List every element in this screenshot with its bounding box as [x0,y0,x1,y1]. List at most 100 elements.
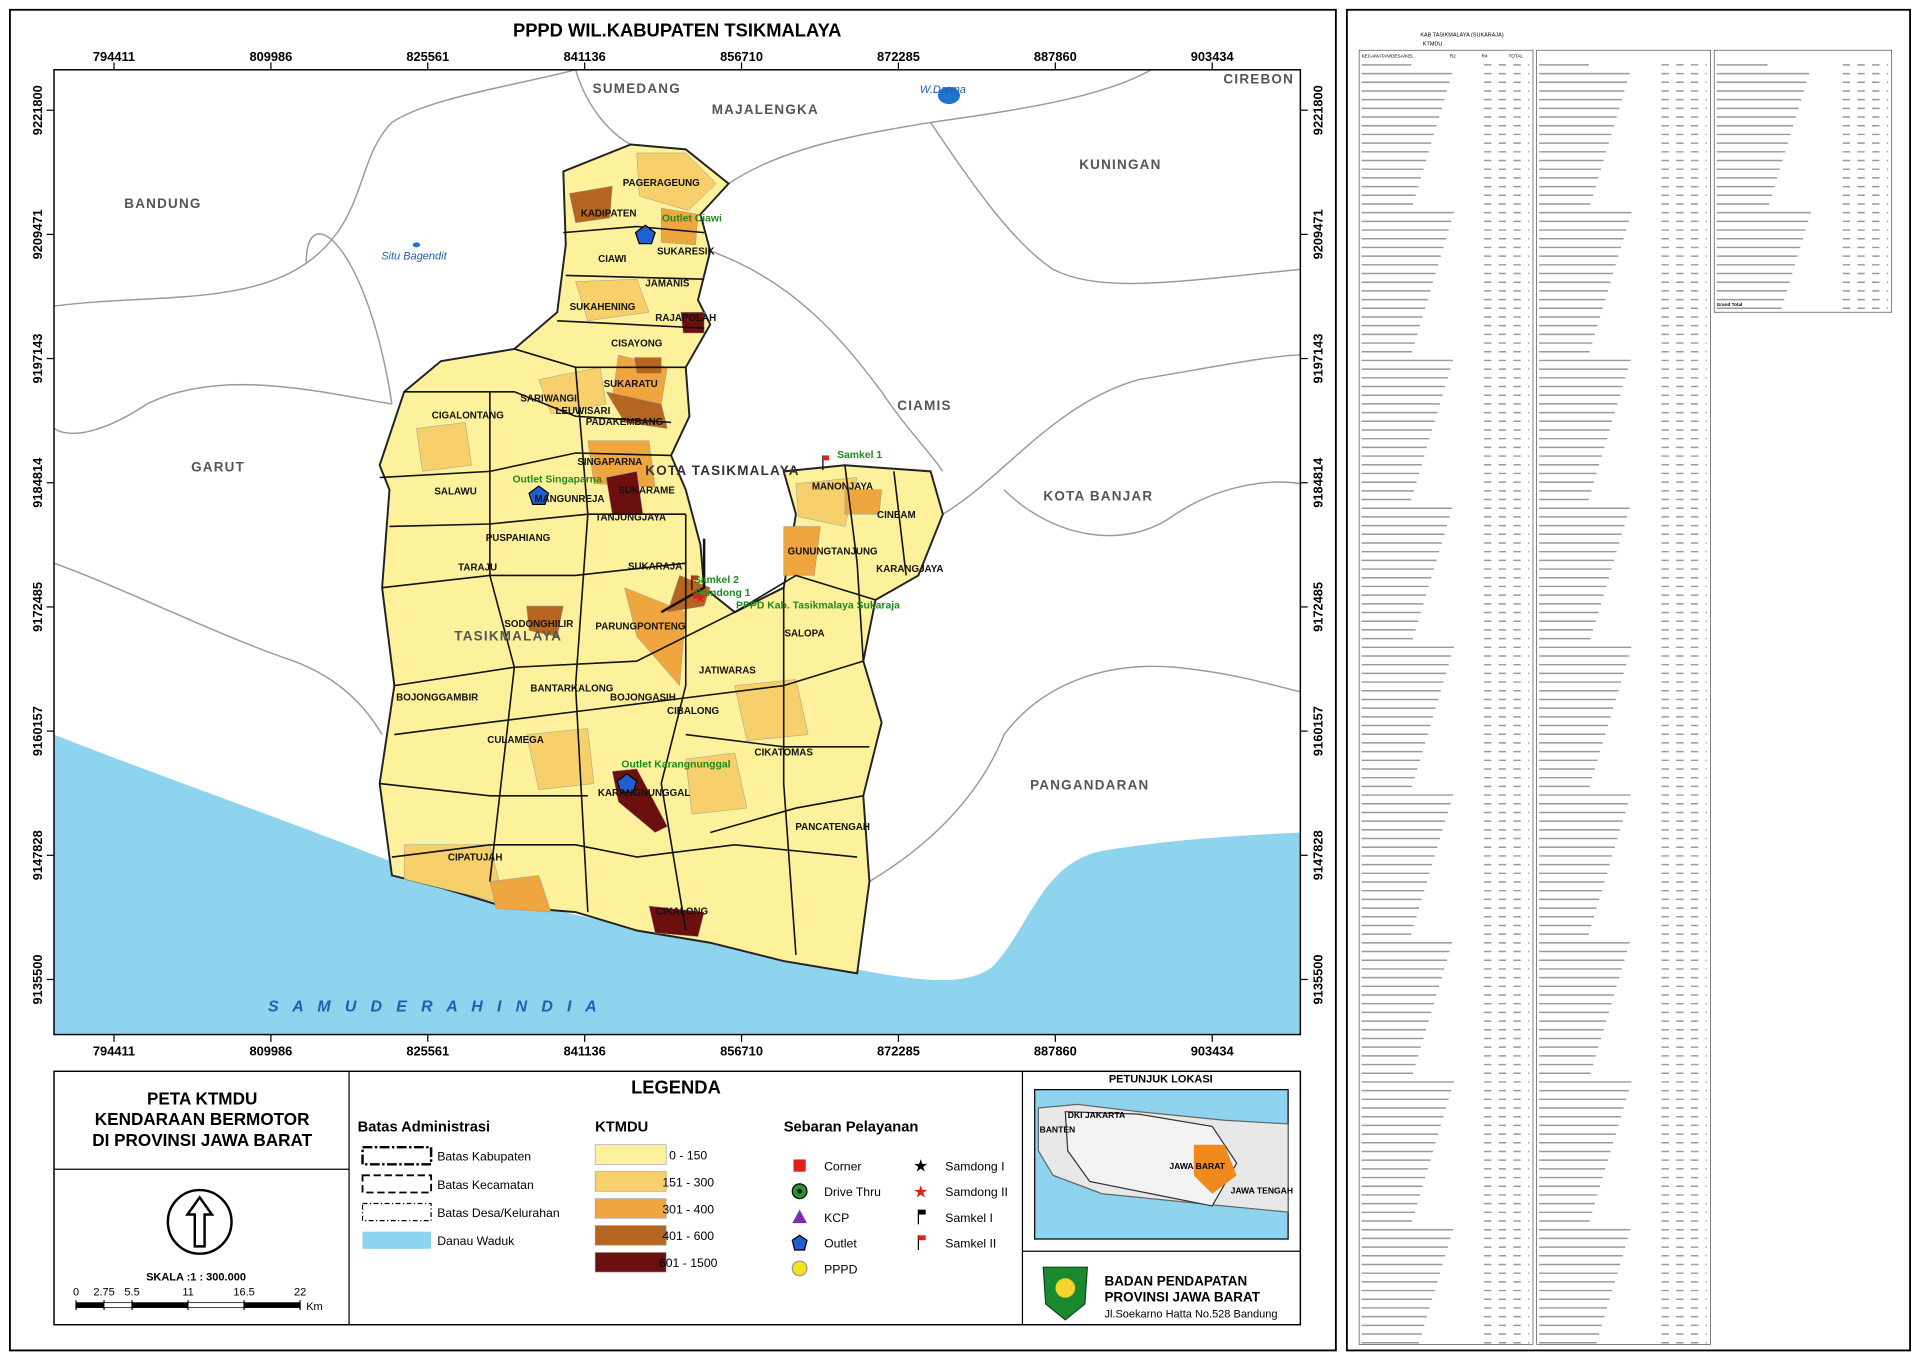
region-label: KUNINGAN [1079,157,1161,172]
region-label: SUMEDANG [593,81,681,96]
y-coord-label: 9147828 [1310,830,1325,880]
kecamatan-label: KARANGNUNGGAL [598,788,690,799]
kecamatan-label: PUSPAHIANG [486,533,551,544]
reservoir [937,86,960,105]
ktmdu-patch [416,422,472,472]
sea-label: S A M U D E R A H I N D I A [268,998,601,1015]
y-coord-label: 9147828 [30,830,45,880]
right-frame [1345,8,1911,1352]
legend-symbol [793,1159,806,1172]
legend-item: PPPD [824,1262,857,1276]
table-header: R4 [1482,54,1488,59]
kecamatan-label: SALAWU [434,487,476,498]
x-coord-label: 872285 [877,1043,920,1058]
table-header: KECAMATAN/DESA/KEL [1362,54,1415,59]
table-column [1536,49,1711,1345]
legend-item: 0 - 150 [669,1148,707,1162]
legend-swatch [594,1144,667,1165]
kecamatan-label: SUKARAJA [628,561,682,572]
legend-item: Batas Kabupaten [437,1150,531,1164]
scale-tick-label: 11 [182,1286,193,1298]
ktmdu-patch [648,905,705,937]
region-label: CIREBON [1223,71,1294,86]
kecamatan-label: KARANGJAYA [876,564,943,575]
kecamatan-label: SINGAPARNA [577,457,642,468]
region-label: KOTA BANJAR [1043,489,1153,504]
kecamatan-label: KADIPATEN [581,209,637,220]
kecamatan-label: CIKATOMAS [755,747,814,758]
region-label: MAJALENGKA [712,102,819,117]
legend-symbol-group [791,1260,808,1277]
service-label: Outlet Karangnunggal [621,760,730,771]
x-coord-label: 903434 [1191,49,1235,64]
y-coord-label: 9160157 [30,706,45,756]
legend-item: 151 - 300 [662,1175,714,1189]
y-coord-label: 9221800 [30,85,45,135]
agency-line: Jl.Soekarno Hatta No.528 Bandung [1104,1308,1277,1320]
y-coord-label: 9209471 [1310,209,1325,259]
legend-swatch [594,1198,667,1219]
kecamatan-label: SUKARESIK [657,247,715,258]
legend-symbol [792,1209,807,1224]
x-coord-label: 856710 [720,49,763,64]
kecamatan-label: CIAWI [598,254,627,265]
scale-segment [131,1302,189,1308]
kecamatan-label: PARUNGPONTENG [595,621,685,632]
kecamatan-label: BOJONGGAMBIR [396,692,478,703]
legend-item: Outlet [824,1237,857,1251]
kecamatan-label: SODONGHILIR [504,619,573,630]
kecamatan-label: PADAKEMBANG [586,417,664,428]
table-header: TOTAL [1508,54,1523,59]
service-label: Samkel 1 [837,450,882,461]
ktmdu-patch [624,587,687,687]
service-label: Outlet Ciawi [662,214,722,225]
legend-title: LEGENDA [631,1076,721,1097]
kecamatan-label: MANONJAYA [812,482,873,493]
region-label: GARUT [191,459,245,474]
table-title: KAB TASIKMALAYA (SUKARAJA) [1420,33,1504,39]
kota-boundary [660,538,706,614]
legend-symbol [791,1260,808,1277]
kecamatan-label: BOJONGASIH [610,692,676,703]
inset-label: JAWA TENGAH [1231,1186,1293,1196]
legend-symbol [918,1235,926,1241]
water-label: Situ Bagendit [381,251,447,263]
legend-symbol: ★ [913,1181,928,1201]
kecamatan-label: TARAJU [458,563,497,574]
x-coord-label: 794411 [93,1043,135,1058]
x-coord-label: 856710 [720,1043,763,1058]
sea [53,734,1301,1035]
ktmdu-patch [795,477,858,527]
legend-heading: Batas Administrasi [358,1119,491,1135]
x-coord-label: 872285 [877,49,920,64]
y-coord-label: 9221800 [1310,85,1325,135]
scale-tick-label: 2.75 [93,1286,114,1298]
table-total: Grand Total [1717,302,1743,307]
kecamatan-label: MANGUNREJA [534,494,604,505]
legend-symbol-group: ★ [913,1181,928,1201]
y-coord-label: 9160157 [1310,706,1325,756]
kecamatan-label: CINEAM [877,510,916,521]
kecamatan-label: CIPATUJAH [448,853,503,864]
kecamatan-label: GUNUNGTANJUNG [788,547,878,558]
scale-segment [243,1302,301,1308]
x-coord-label: 825561 [406,1043,449,1058]
agency-line: PROVINSI JAWA BARAT [1104,1289,1260,1304]
kecamatan-label: SALOPA [784,629,824,640]
inset-label: BANTEN [1040,1125,1076,1135]
ktmdu-patch [526,605,564,637]
region-label: BANDUNG [124,196,201,211]
other-boundaries [53,69,1301,883]
legend-item: Samdong I [945,1159,1004,1173]
map-frame [53,69,1302,1036]
kecamatan-label: SUKAHENING [570,302,636,313]
x-coord-label: 841136 [564,1043,606,1058]
map-title: PPPD WIL.KABUPATEN TSIKMALAYA [513,20,841,41]
table-column [1358,49,1534,1345]
region-label: TASIKMALAYA [454,628,562,643]
kecamatan-label: CISAYONG [611,338,662,349]
table-column [1713,49,1893,313]
legend-area: PETA KTMDU KENDARAAN BERMOTOR DI PROVINS… [53,1070,1302,1326]
legend-item: 601 - 1500 [659,1256,718,1270]
legend-item: 301 - 400 [662,1202,714,1216]
